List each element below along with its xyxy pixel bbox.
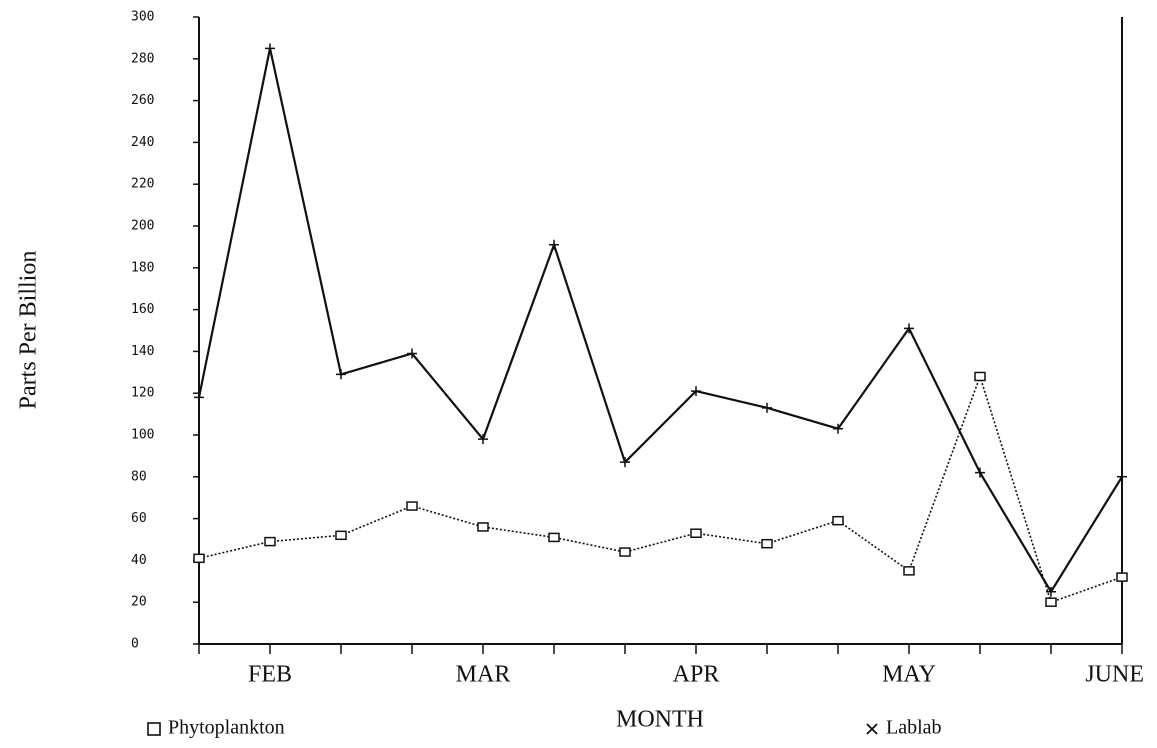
marker: [193, 553, 205, 564]
y-tick-label: 20: [131, 595, 147, 610]
marker: [903, 566, 915, 576]
legend-label: Lablab: [886, 717, 942, 739]
y-tick-label: 40: [131, 553, 147, 568]
x-tick-label: APR: [673, 662, 720, 688]
marker: [690, 528, 702, 538]
marker: [335, 530, 347, 541]
marker: [904, 323, 914, 334]
y-tick-label: 240: [131, 135, 154, 150]
y-tick-label: 260: [131, 93, 154, 108]
marker: [762, 402, 772, 413]
legend-label: Phytoplankton: [168, 717, 285, 739]
marker: [620, 457, 630, 468]
marker: [833, 423, 843, 434]
marker: [1116, 572, 1128, 582]
y-tick-label: 140: [131, 344, 154, 359]
y-tick-label: 80: [131, 469, 147, 484]
legend-marker: [866, 723, 878, 735]
marker: [336, 369, 346, 380]
y-tick-label: 300: [131, 10, 154, 25]
x-tick-label: FEB: [248, 662, 292, 688]
marker: [265, 43, 275, 54]
marker: [975, 467, 985, 478]
marker: [761, 538, 773, 549]
marker: [478, 434, 488, 445]
marker: [832, 515, 844, 526]
marker: [1117, 471, 1127, 482]
series-line: [197, 48, 1123, 594]
x-axis-title: MONTH: [616, 707, 704, 733]
y-tick-label: 0: [131, 637, 139, 652]
marker: [406, 501, 418, 511]
marker: [974, 371, 986, 382]
x-tick-label: MAY: [882, 662, 936, 688]
y-tick-label: 100: [131, 428, 154, 443]
marker: [691, 386, 701, 397]
y-tick-label: 220: [131, 177, 154, 192]
y-tick-label: 60: [131, 511, 147, 526]
marker: [549, 239, 559, 250]
marker: [477, 522, 489, 532]
marker: [1045, 597, 1057, 607]
y-tick-label: 200: [131, 219, 154, 234]
y-tick-label: 160: [131, 302, 154, 317]
marker: [194, 392, 204, 403]
x-tick-label: JUNE: [1085, 662, 1144, 688]
y-tick-label: 180: [131, 260, 154, 275]
y-tick-label: 120: [131, 386, 154, 401]
marker: [1046, 586, 1056, 597]
series-line: [198, 373, 1123, 604]
marker: [264, 536, 276, 547]
legend-marker: [147, 722, 161, 736]
y-tick-label: 280: [131, 51, 154, 66]
marker: [407, 348, 417, 359]
marker: [619, 547, 631, 557]
y-axis-title: Parts Per Billion: [16, 251, 42, 410]
marker: [548, 532, 560, 543]
x-tick-label: MAR: [456, 662, 511, 688]
